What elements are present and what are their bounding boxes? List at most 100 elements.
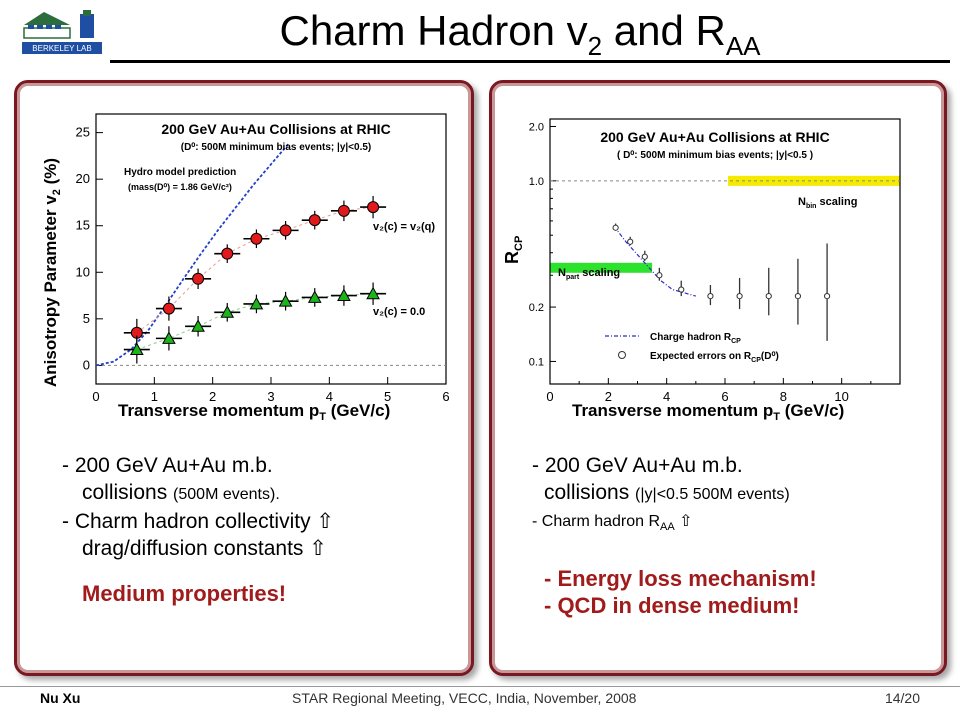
data-point-v2c0 — [191, 319, 205, 332]
logo-text: BERKELEY LAB — [32, 44, 91, 53]
rcp-legend: Charge hadron RCP Expected errors on RCP… — [605, 332, 779, 364]
x-tick-label: 8 — [780, 389, 787, 404]
series-label-v2c0: v₂(c) = 0.0 — [373, 306, 425, 318]
right-highlight-2: - QCD in dense medium! — [544, 593, 800, 619]
v2-ylabel: Anisotropy Parameter v2 (%) — [41, 158, 63, 387]
hydro-mass-label: (mass(D⁰) = 1.86 GeV/c²) — [128, 182, 232, 192]
nbin-scaling-band — [727, 175, 900, 186]
npart-scaling-band — [550, 262, 653, 273]
x-tick-label: 6 — [442, 389, 449, 404]
footer-author: Nu Xu — [40, 690, 81, 706]
y-tick-label: 2.0 — [529, 121, 544, 133]
series-trend-line — [136, 206, 374, 334]
y-tick-label: 1.0 — [529, 176, 544, 188]
y-tick-label: 15 — [76, 218, 90, 233]
data-point-v2cq — [162, 302, 175, 315]
title-divider — [110, 60, 950, 63]
v2-chart-title: 200 GeV Au+Au Collisions at RHIC — [161, 121, 390, 137]
data-point-v2c0 — [249, 296, 264, 310]
x-tick-label: 10 — [834, 389, 848, 404]
data-point-v2c0 — [220, 305, 235, 318]
npart-label: Npart scaling — [558, 267, 620, 281]
legend-circle-swatch — [618, 351, 626, 359]
legend-expected-errors: Expected errors on RCP(D⁰) — [650, 351, 779, 364]
rcp-chart-title: 200 GeV Au+Au Collisions at RHIC — [600, 129, 829, 145]
left-highlight: Medium properties! — [82, 581, 287, 606]
y-tick-label: 25 — [76, 125, 90, 140]
x-tick-label: 6 — [721, 389, 728, 404]
data-point-v2c0 — [129, 342, 144, 356]
scaling-bands — [550, 175, 900, 273]
right-bullet-2: collisions (|y|<0.5 500M events) — [544, 481, 790, 504]
berkeley-lab-logo: BERKELEY LAB — [22, 10, 102, 54]
data-point-v2cq — [221, 247, 234, 260]
data-point-v2c0 — [366, 286, 380, 300]
nbin-label: Nbin scaling — [798, 196, 857, 210]
x-tick-label: 0 — [92, 389, 99, 404]
expected-error-point — [612, 224, 619, 231]
data-point-v2c0 — [162, 331, 176, 344]
rcp-marks — [612, 223, 831, 341]
y-tick-label: 10 — [76, 264, 90, 279]
x-tick-label: 0 — [546, 389, 553, 404]
v2-chart: 0 1 2 3 4 5 6 0 5 10 15 20 25 200 GeV Au+Au Collisio… — [41, 113, 450, 423]
y-tick-label: 0.2 — [529, 302, 544, 314]
v2-chart-subtitle: (D⁰: 500M minimum bias events; |y|<0.5) — [181, 142, 372, 153]
y-tick-label: 20 — [76, 171, 90, 186]
left-bullet-1: - 200 GeV Au+Au m.b. — [62, 454, 273, 477]
y-tick-label: 0.1 — [529, 356, 544, 368]
left-panel — [14, 80, 474, 676]
v2-axes: 0 1 2 3 4 5 6 0 5 10 15 20 25 — [76, 113, 450, 404]
series-label-v2cq: v₂(c) = v₂(q) — [373, 221, 435, 233]
rcp-chart-subtitle: ( D⁰: 500M minimum bias events; |y|<0.5 … — [617, 150, 813, 161]
y-tick-label: 0 — [83, 357, 90, 372]
footer-meeting: STAR Regional Meeting, VECC, India, Nove… — [292, 690, 637, 706]
right-bullets: - 200 GeV Au+Au m.b. collisions (|y|<0.5… — [532, 452, 817, 619]
footer-page-number: 14/20 — [884, 690, 920, 706]
data-point-v2c0 — [337, 288, 351, 302]
right-highlight-1: - Energy loss mechanism! — [544, 566, 817, 592]
rcp-chart: 0 2 4 6 8 10 2.0 1.0 0.2 0.1 200 GeV Au+Au Collis… — [502, 118, 901, 423]
charge-hadron-rcp-line — [613, 225, 696, 297]
data-point-v2cq — [308, 214, 321, 227]
left-bullets: - 200 GeV Au+Au m.b. collisions (500M ev… — [62, 452, 334, 607]
hydro-label: Hydro model prediction — [124, 167, 236, 178]
hydro-curve — [95, 143, 290, 367]
left-bullet-4: drag/diffusion constants ⇧ — [82, 537, 327, 560]
v2-marks — [123, 195, 387, 364]
expected-error-point — [736, 293, 743, 300]
footer-divider — [0, 686, 960, 687]
left-bullet-2: collisions (500M events). — [82, 481, 280, 504]
x-tick-label: 3 — [267, 389, 274, 404]
right-bullet-3: - Charm hadron RAA ⇧ — [532, 513, 693, 534]
x-tick-label: 4 — [663, 389, 670, 404]
data-point-v2cq — [337, 204, 350, 217]
rcp-ylabel: RCP — [502, 236, 525, 264]
expected-error-point — [794, 293, 802, 300]
right-bullet-1: - 200 GeV Au+Au m.b. — [532, 454, 743, 477]
expected-error-point — [627, 238, 634, 245]
y-tick-label: 5 — [83, 311, 90, 326]
x-tick-label: 4 — [326, 389, 333, 404]
data-point-v2cq — [279, 224, 292, 237]
rcp-axes: 0 2 4 6 8 10 2.0 1.0 0.2 0.1 — [529, 118, 901, 404]
v2-xlabel: Transverse momentum pT (GeV/c) — [118, 401, 390, 423]
expected-error-point — [678, 286, 685, 293]
expected-error-point — [707, 293, 714, 300]
x-tick-label: 2 — [605, 389, 612, 404]
x-tick-label: 1 — [151, 389, 158, 404]
plot-frame — [95, 113, 447, 385]
data-point-v2c0 — [307, 290, 322, 303]
expected-error-point — [641, 253, 648, 260]
data-point-v2cq — [192, 272, 205, 285]
left-bullet-3: - Charm hadron collectivity ⇧ — [62, 510, 335, 533]
x-tick-label: 5 — [384, 389, 391, 404]
legend-charge-hadron: Charge hadron RCP — [650, 332, 741, 345]
hydro-prediction-line — [95, 143, 290, 367]
expected-error-point — [656, 272, 663, 279]
x-tick-label: 2 — [209, 389, 216, 404]
page-title: Charm Hadron v2 and RAA — [279, 7, 761, 61]
expected-error-point — [765, 293, 772, 300]
data-point-v2c0 — [278, 294, 293, 307]
rcp-xlabel: Transverse momentum pT (GeV/c) — [572, 401, 844, 423]
